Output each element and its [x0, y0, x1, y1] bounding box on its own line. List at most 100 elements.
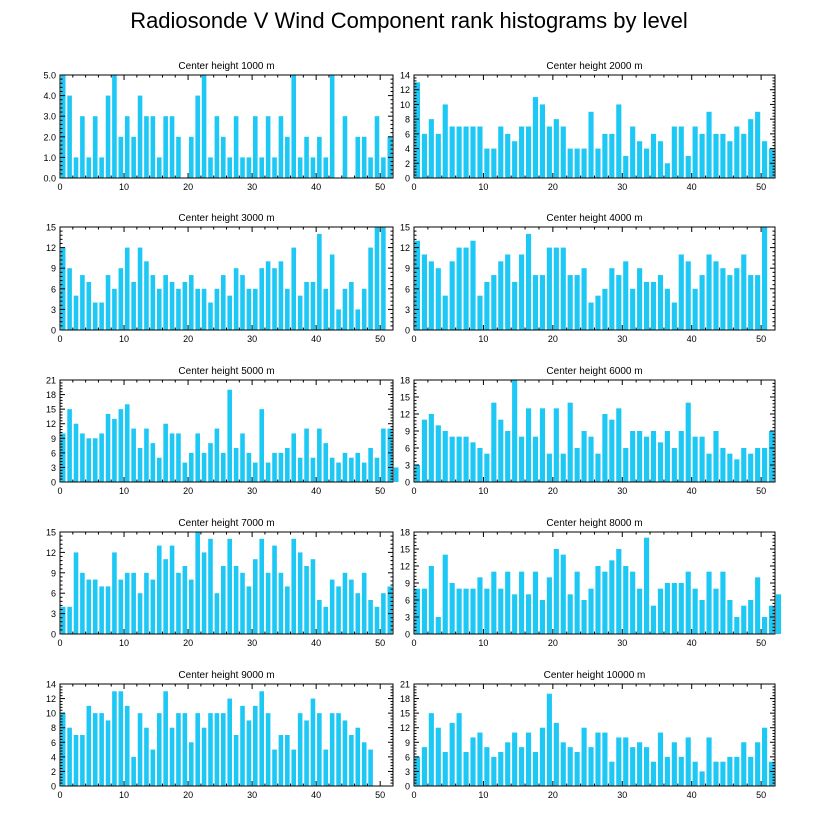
- bar: [748, 600, 754, 634]
- y-tick-label: 9: [51, 434, 56, 444]
- bar: [685, 155, 691, 178]
- bar: [144, 116, 149, 178]
- bar: [310, 281, 316, 330]
- y-tick-label: 6: [405, 129, 410, 139]
- bar: [150, 579, 156, 634]
- bar: [609, 761, 615, 786]
- bar: [80, 433, 85, 482]
- bar: [387, 428, 393, 482]
- bar: [637, 588, 643, 634]
- bar: [291, 247, 297, 330]
- bar: [706, 571, 712, 634]
- bar: [227, 538, 232, 634]
- x-tick-label: 20: [548, 334, 558, 344]
- bar: [741, 605, 747, 634]
- bar: [355, 309, 361, 330]
- bar: [706, 254, 712, 330]
- bar: [342, 720, 348, 786]
- bar: [208, 443, 213, 482]
- bar: [253, 462, 258, 482]
- y-tick-label: 15: [46, 528, 56, 538]
- x-tick-label: 30: [247, 486, 257, 496]
- bar: [156, 157, 162, 178]
- bar: [588, 588, 594, 634]
- bar: [169, 545, 175, 634]
- bar: [630, 126, 636, 178]
- bar: [713, 261, 719, 330]
- bar: [616, 275, 622, 330]
- bar: [525, 594, 532, 634]
- bar: [368, 247, 373, 330]
- bar: [336, 586, 341, 634]
- bar: [355, 136, 361, 178]
- bar: [265, 572, 271, 634]
- y-tick-label: 14: [46, 680, 56, 690]
- bar: [477, 448, 483, 482]
- bar: [112, 691, 117, 786]
- bar: [609, 560, 615, 634]
- bar: [201, 288, 207, 330]
- bar: [623, 261, 629, 330]
- bar: [188, 579, 194, 634]
- bar: [449, 126, 455, 178]
- panel-title: Center height 6000 m: [546, 366, 642, 377]
- bar: [144, 727, 149, 786]
- bar: [630, 747, 636, 786]
- bar: [664, 583, 670, 634]
- x-tick-label: 30: [247, 182, 257, 192]
- y-tick-label: 18: [46, 390, 56, 400]
- x-tick-label: 0: [411, 334, 416, 344]
- bar: [381, 428, 386, 482]
- bar: [602, 732, 608, 786]
- x-tick-label: 0: [57, 638, 62, 648]
- x-tick-label: 50: [756, 486, 766, 496]
- bar: [131, 572, 136, 634]
- bar: [741, 254, 747, 330]
- bar: [734, 459, 740, 482]
- x-tick-label: 50: [375, 638, 385, 648]
- bar: [678, 126, 684, 178]
- bar: [685, 737, 691, 786]
- bar: [214, 428, 220, 482]
- y-tick-label: 0: [405, 782, 410, 792]
- y-tick-label: 6: [51, 738, 56, 748]
- bar: [678, 756, 684, 786]
- bar: [706, 737, 712, 786]
- bar: [650, 431, 657, 482]
- bar: [463, 752, 469, 786]
- bar: [361, 288, 367, 330]
- bar: [304, 136, 309, 178]
- panel-title: Center height 8000 m: [546, 518, 642, 529]
- bar: [630, 431, 636, 482]
- bar: [208, 302, 213, 330]
- bar: [546, 126, 552, 178]
- bar: [195, 713, 200, 786]
- bar: [342, 572, 348, 634]
- bar: [644, 436, 650, 482]
- bar: [163, 116, 168, 178]
- bar: [304, 428, 309, 482]
- bar: [456, 713, 462, 786]
- bar: [609, 268, 615, 330]
- bar: [671, 448, 677, 482]
- x-tick-label: 0: [411, 486, 416, 496]
- panel-title: Center height 1000 m: [178, 61, 274, 72]
- bar: [727, 600, 733, 634]
- x-tick-label: 10: [119, 638, 129, 648]
- bar: [741, 448, 747, 482]
- y-tick-label: 12: [46, 694, 56, 704]
- y-tick-label: 15: [46, 405, 56, 415]
- bar: [156, 457, 162, 482]
- bar: [470, 126, 476, 178]
- bar: [381, 157, 386, 178]
- bar: [272, 545, 277, 634]
- bar: [67, 409, 72, 482]
- bar: [131, 428, 136, 482]
- bar: [150, 116, 156, 178]
- y-tick-label: 12: [46, 243, 56, 253]
- bar: [342, 116, 348, 178]
- bar: [491, 571, 497, 634]
- bar: [574, 148, 580, 178]
- bar: [463, 436, 469, 482]
- bar: [73, 552, 79, 634]
